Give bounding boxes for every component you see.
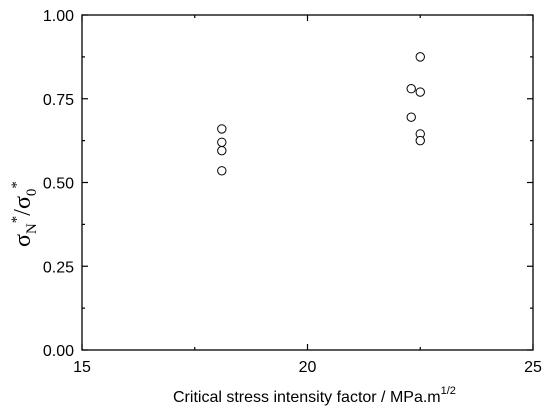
x-axis-label-text: Critical stress intensity factor / MPa.m	[173, 389, 441, 406]
y-tick-label: 0.75	[43, 92, 74, 109]
x-tick-label: 20	[299, 359, 317, 376]
y-label-sub-n: N	[24, 223, 40, 234]
axis-tick-labels: 15 20 25 0.00 0.25 0.50 0.75 1.00	[43, 8, 542, 376]
y-tick-label: 1.00	[43, 8, 74, 25]
y-tick-label: 0.00	[43, 343, 74, 360]
y-label-sub-0: 0	[24, 189, 40, 197]
x-tick-label: 15	[73, 359, 91, 376]
data-point	[217, 166, 227, 176]
y-label-sigma-n: σ	[10, 234, 36, 247]
data-point	[217, 145, 227, 156]
y-label-slash: /	[10, 209, 36, 216]
data-point	[217, 137, 227, 148]
data-point	[406, 84, 416, 94]
y-tick-label: 0.50	[43, 176, 74, 193]
axis-ticks	[81, 14, 534, 351]
x-axis-label: Critical stress intensity factor / MPa.m…	[173, 385, 456, 406]
data-points	[217, 52, 425, 176]
y-axis-label: σN*/σ0*	[9, 181, 40, 247]
data-point	[415, 52, 425, 62]
data-point	[415, 87, 425, 97]
x-tick-label: 25	[524, 359, 542, 376]
data-point	[406, 112, 416, 122]
x-axis-label-superscript: 1/2	[441, 385, 456, 397]
y-label-sup-0: *	[9, 181, 25, 189]
y-label-sigma-0: σ	[10, 196, 36, 209]
data-point	[415, 135, 425, 146]
data-point	[217, 124, 227, 134]
plot-frame	[81, 14, 534, 351]
y-label-sup-n: *	[9, 216, 25, 224]
y-tick-label: 0.25	[43, 259, 74, 276]
